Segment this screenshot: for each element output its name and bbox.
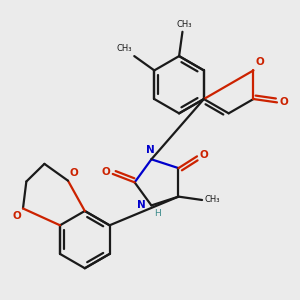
Text: O: O [13, 211, 21, 221]
Text: CH₃: CH₃ [205, 196, 220, 205]
Text: O: O [70, 168, 78, 178]
Text: O: O [200, 150, 208, 160]
Text: CH₃: CH₃ [176, 20, 192, 29]
Text: N: N [136, 200, 145, 210]
Text: O: O [256, 57, 265, 67]
Text: O: O [101, 167, 110, 177]
Text: CH₃: CH₃ [116, 44, 132, 53]
Text: N: N [146, 145, 155, 155]
Text: O: O [279, 98, 288, 107]
Text: H: H [154, 209, 161, 218]
